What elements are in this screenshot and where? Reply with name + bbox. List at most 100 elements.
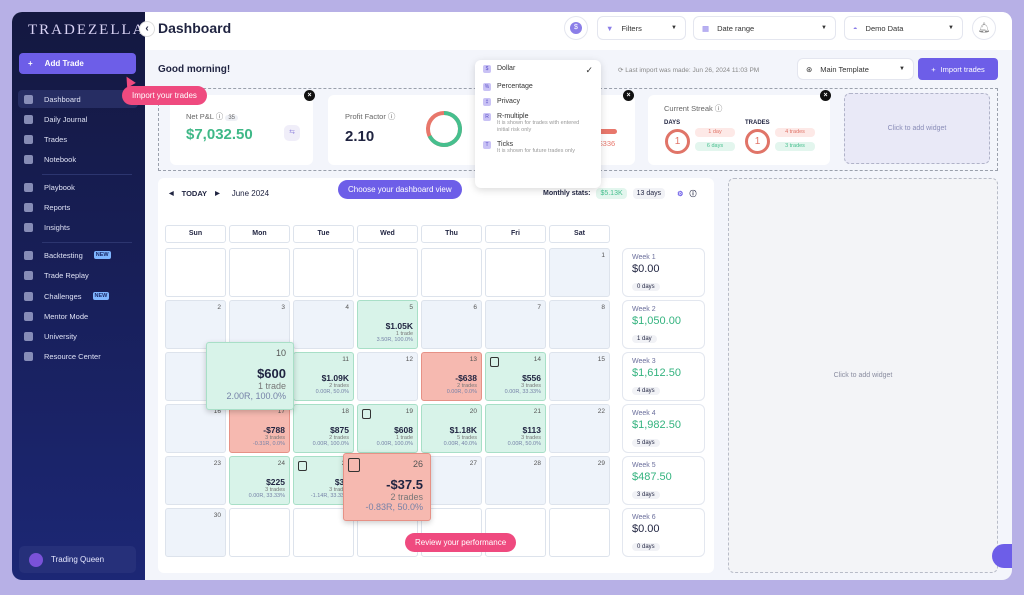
note-icon[interactable] <box>362 409 371 419</box>
filters-dropdown[interactable]: ▼ Filters ▼ <box>597 16 686 40</box>
calendar-day[interactable] <box>357 248 418 297</box>
calendar-day[interactable]: 15 <box>549 352 610 401</box>
currency-view-button[interactable]: $ <box>564 16 588 40</box>
calendar-day[interactable] <box>549 508 610 557</box>
day-number: 20 <box>469 408 477 415</box>
day-number: 17 <box>277 408 285 415</box>
day-pnl: $875 <box>330 425 349 435</box>
note-icon[interactable] <box>348 458 360 472</box>
sidebar-item-daily-journal[interactable]: Daily Journal <box>18 110 138 128</box>
calendar-day-trades[interactable]: 11 $1.09K 2 trades 0.00R, 50.0% <box>293 352 354 401</box>
sidebar-item-trades[interactable]: Trades <box>18 130 138 148</box>
view-option-privacy[interactable]: ‡ Privacy <box>483 98 593 106</box>
sidebar-item-mentor-mode[interactable]: Mentor Mode <box>18 307 138 325</box>
remove-widget-button[interactable]: × <box>820 90 831 101</box>
day-trade-count: 1 trade <box>395 435 413 441</box>
percentage-icon: % <box>483 83 491 91</box>
calendar-day-trades[interactable]: 14 $556 3 trades 0.00R, 33.33% <box>485 352 546 401</box>
calendar-day-trades[interactable]: 18 $875 2 trades 0.00R, 100.0% <box>293 404 354 453</box>
collapse-sidebar-button[interactable]: ‹ <box>139 21 155 37</box>
note-icon[interactable] <box>298 461 307 471</box>
calendar-day-trades[interactable]: 5 $1.05K 1 trade 3.50R, 100.0% <box>357 300 418 349</box>
view-option-percentage[interactable]: % Percentage <box>483 83 593 91</box>
sidebar-item-playbook[interactable]: Playbook <box>18 178 138 196</box>
import-trades-button[interactable]: + Import trades <box>918 58 998 80</box>
sidebar-item-university[interactable]: University <box>18 327 138 345</box>
sidebar-item-resource-center[interactable]: Resource Center <box>18 347 138 365</box>
chat-launcher[interactable] <box>992 544 1012 568</box>
add-widget-slot[interactable]: Click to add widget <box>844 93 990 164</box>
user-profile[interactable]: Trading Queen <box>19 546 136 573</box>
calendar-day[interactable] <box>229 248 290 297</box>
add-widget-slot-large[interactable]: Click to add widget <box>728 178 998 573</box>
calendar-day[interactable] <box>293 508 354 557</box>
sidebar-item-backtesting[interactable]: Backtesting NEW <box>18 246 138 264</box>
day-r-winrate: 0.00R, 50.0% <box>315 389 349 395</box>
calendar-day[interactable]: 7 <box>485 300 546 349</box>
calendar-day[interactable]: 4 <box>293 300 354 349</box>
day-r-winrate: 0.00R, 100.0% <box>312 441 349 447</box>
today-button[interactable]: TODAY <box>181 189 208 198</box>
monthly-stats-label: Monthly stats: <box>543 190 591 197</box>
calendar-day[interactable] <box>165 248 226 297</box>
next-month-icon[interactable]: ▶ <box>215 191 220 197</box>
note-icon[interactable] <box>490 357 499 367</box>
calendar-day-trades[interactable]: 24 $225 3 trades 0.00R, 33.33% <box>229 456 290 505</box>
calendar-day[interactable]: 16 <box>165 404 226 453</box>
calendar-day[interactable]: 2 <box>165 300 226 349</box>
account-dropdown[interactable]: ◓ Demo Data ▼ <box>844 16 963 40</box>
option-text: Percentage <box>497 83 593 91</box>
calendar-day-trades[interactable]: 20 $1.18K 5 trades 0.00R, 40.0% <box>421 404 482 453</box>
calendar-day-trades[interactable]: 21 $113 3 trades 0.00R, 50.0% <box>485 404 546 453</box>
calendar-day[interactable] <box>293 248 354 297</box>
sidebar-item-trade-replay[interactable]: Trade Replay <box>18 266 138 284</box>
calendar-day-trades[interactable]: 10 $600 1 trade 2.00R, 100.0% <box>206 342 294 410</box>
option-label: Ticks <box>497 141 514 148</box>
calendar-day-trades[interactable]: 19 $608 1 trade 0.00R, 100.0% <box>357 404 418 453</box>
calendar-day[interactable]: 28 <box>485 456 546 505</box>
sidebar-item-challenges[interactable]: Challenges NEW <box>18 287 138 305</box>
sidebar-item-label: Trade Replay <box>44 270 89 280</box>
calendar-day[interactable]: 8 <box>549 300 610 349</box>
date-range-dropdown[interactable]: ▦ Date range ▼ <box>693 16 836 40</box>
calendar-day[interactable]: 1 <box>549 248 610 297</box>
remove-widget-button[interactable]: × <box>623 90 634 101</box>
calendar-day[interactable] <box>421 248 482 297</box>
net-pnl-header: Net P&L ⓘ 35 <box>186 111 297 122</box>
calendar-day[interactable]: 12 <box>357 352 418 401</box>
view-option-r-multiple[interactable]: R R-multiple It is shown for trades with e… <box>483 113 593 134</box>
sidebar-item-insights[interactable]: Insights <box>18 218 138 236</box>
day-trade-count: 2 trades <box>457 383 477 389</box>
calendar-day[interactable]: 22 <box>549 404 610 453</box>
page-title: Dashboard <box>158 20 232 36</box>
calendar-day[interactable] <box>229 508 290 557</box>
sidebar-item-reports[interactable]: Reports <box>18 198 138 216</box>
calendar-day[interactable]: 27 <box>421 456 482 505</box>
sidebar-item-dashboard[interactable]: Dashboard <box>18 90 138 108</box>
add-trade-button[interactable]: + Add Trade <box>19 53 136 74</box>
pnl-toggle-icon[interactable]: ⇆ <box>284 125 300 141</box>
option-label: R-multiple <box>497 113 529 120</box>
calendar-day-trades[interactable]: 26 -$37.5 2 trades -0.83R, 50.0% <box>343 453 431 521</box>
calendar-day[interactable] <box>485 248 546 297</box>
info-icon[interactable]: ⓘ <box>689 190 697 198</box>
day-number: 19 <box>405 408 413 415</box>
sidebar-item-notebook[interactable]: Notebook <box>18 150 138 168</box>
template-dropdown[interactable]: ⊛ Main Template ▼ <box>797 58 914 80</box>
calendar-day[interactable]: 29 <box>549 456 610 505</box>
week-days: 0 days <box>632 283 660 291</box>
calendar-day[interactable]: 23 <box>165 456 226 505</box>
trade-count-badge: 35 <box>225 115 239 121</box>
settings-icon[interactable]: ⚙ <box>677 190 684 198</box>
calendar-day[interactable]: 30 <box>165 508 226 557</box>
view-option-dollar[interactable]: $ Dollar ✓ <box>483 65 593 76</box>
calendar-day-trades[interactable]: 13 -$638 2 trades 0.00R, 0.0% <box>421 352 482 401</box>
logo: TRADEZELLA <box>28 22 146 38</box>
remove-widget-button[interactable]: × <box>304 90 315 101</box>
calendar-day[interactable]: 6 <box>421 300 482 349</box>
prev-month-icon[interactable]: ◀ <box>169 191 174 197</box>
calendar-day-trades[interactable]: 17 -$788 3 trades -0.31R, 0.0% <box>229 404 290 453</box>
notifications-button[interactable]: 🔔︎ <box>972 16 996 40</box>
day-number: 11 <box>342 356 349 363</box>
view-option-ticks[interactable]: T Ticks It is shown for future trades only <box>483 141 593 155</box>
